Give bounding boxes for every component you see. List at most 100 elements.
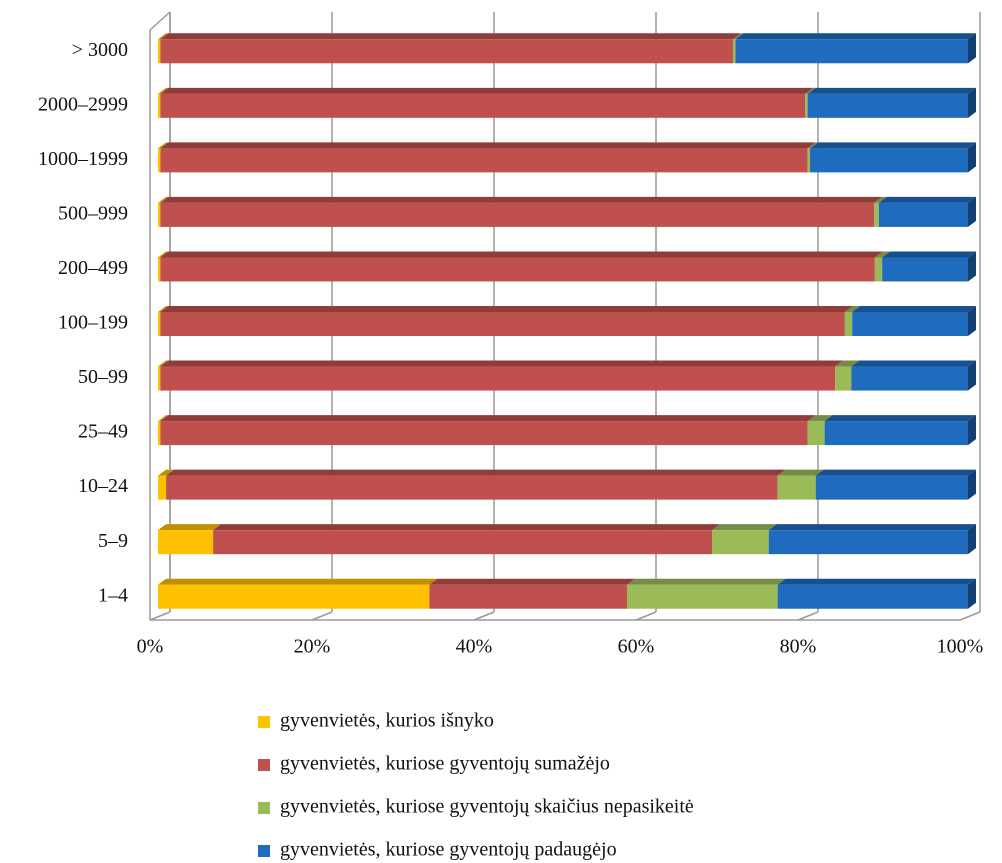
y-tick-label: 25–49 (78, 421, 128, 443)
bar (160, 39, 734, 64)
bar (735, 39, 968, 64)
bar-top (158, 142, 169, 149)
bar-top (158, 33, 169, 40)
x-tick-label: 40% (456, 636, 493, 658)
legend-swatch (258, 759, 270, 771)
grid-line (473, 611, 495, 621)
bar-side (968, 196, 976, 227)
bar (844, 312, 853, 336)
bar (158, 93, 161, 118)
bar (158, 39, 161, 64)
y-tick-label: 500–999 (58, 203, 128, 225)
bar-top (712, 524, 777, 531)
bar-side (968, 33, 976, 64)
bar (777, 475, 816, 500)
bar (160, 312, 845, 336)
grid-line (149, 611, 171, 621)
grid-line (959, 611, 981, 621)
bar (807, 93, 968, 118)
bar (158, 530, 214, 555)
bar (874, 202, 879, 227)
y-tick-label: 5–9 (98, 530, 128, 552)
bar (851, 366, 968, 391)
bar-top (158, 415, 169, 422)
bar-side (968, 469, 976, 500)
bar-top (807, 415, 833, 422)
bar (158, 202, 161, 227)
bar (626, 584, 778, 609)
bar-top (844, 306, 861, 312)
grid-line (311, 611, 333, 621)
bar-top (213, 524, 721, 531)
bar-side (968, 87, 976, 118)
bar-top (626, 578, 786, 585)
y-tick-label: 10–24 (78, 475, 128, 497)
bar-top (874, 251, 891, 258)
bar (213, 530, 713, 555)
bar (158, 584, 430, 609)
bar-side (968, 360, 976, 391)
bar (805, 93, 808, 118)
y-tick-label: 1–4 (98, 584, 128, 606)
bar (777, 584, 968, 609)
bar-top (166, 469, 786, 476)
bar (158, 312, 161, 336)
bar-top (160, 415, 816, 422)
bar (158, 148, 161, 173)
bar-top (824, 415, 976, 422)
bar-side (968, 578, 976, 609)
bar (160, 148, 808, 173)
y-tick-label: 2000–2999 (38, 93, 128, 115)
bar (712, 530, 769, 555)
bar (852, 312, 968, 336)
y-tick-label: 50–99 (78, 366, 128, 388)
bar-top (158, 87, 169, 94)
bar-side (968, 251, 976, 282)
bar (810, 148, 968, 173)
bar-top (429, 578, 635, 585)
bar-top (160, 142, 816, 149)
bar-top (160, 251, 883, 258)
bar-top (160, 196, 883, 203)
bar (815, 475, 968, 500)
bar-top (158, 524, 222, 531)
legend-swatch (258, 716, 270, 728)
legend-label: gyvenvietės, kuriose gyventojų skaičius … (280, 796, 694, 818)
bar-top (160, 306, 853, 312)
x-tick-label: 80% (780, 636, 817, 658)
bar (158, 366, 161, 391)
bar (429, 584, 627, 609)
bar (807, 421, 825, 446)
bar-side (968, 415, 976, 446)
bar (874, 257, 883, 282)
bar (158, 475, 167, 500)
bar-top (160, 33, 742, 40)
bar (807, 148, 811, 173)
bar-top (878, 196, 976, 203)
bar-top (815, 469, 976, 476)
bar-top (768, 524, 976, 531)
bar-top (851, 360, 976, 367)
bar-top (777, 578, 976, 585)
bar-side (968, 524, 976, 555)
grid-line (635, 611, 657, 621)
x-tick-label: 0% (137, 636, 164, 658)
bar-top (874, 196, 887, 203)
legend-label: gyvenvietės, kuriose gyventojų sumažėjo (280, 753, 610, 775)
bar-top (160, 360, 844, 367)
bar-top (777, 469, 824, 476)
x-tick-label: 20% (294, 636, 331, 658)
bar-top (158, 306, 169, 312)
bar-top (158, 578, 438, 585)
bar-top (805, 87, 816, 94)
y-tick-label: 1000–1999 (38, 148, 128, 170)
legend-swatch (258, 802, 270, 814)
legend-label: gyvenvietės, kuriose gyventojų padaugėjo (280, 839, 617, 861)
bar (882, 257, 968, 282)
axis-line (149, 11, 171, 31)
bar (733, 39, 736, 64)
bar-top (835, 360, 860, 367)
bar (160, 93, 806, 118)
bar-top (158, 469, 175, 476)
bar (160, 202, 875, 227)
